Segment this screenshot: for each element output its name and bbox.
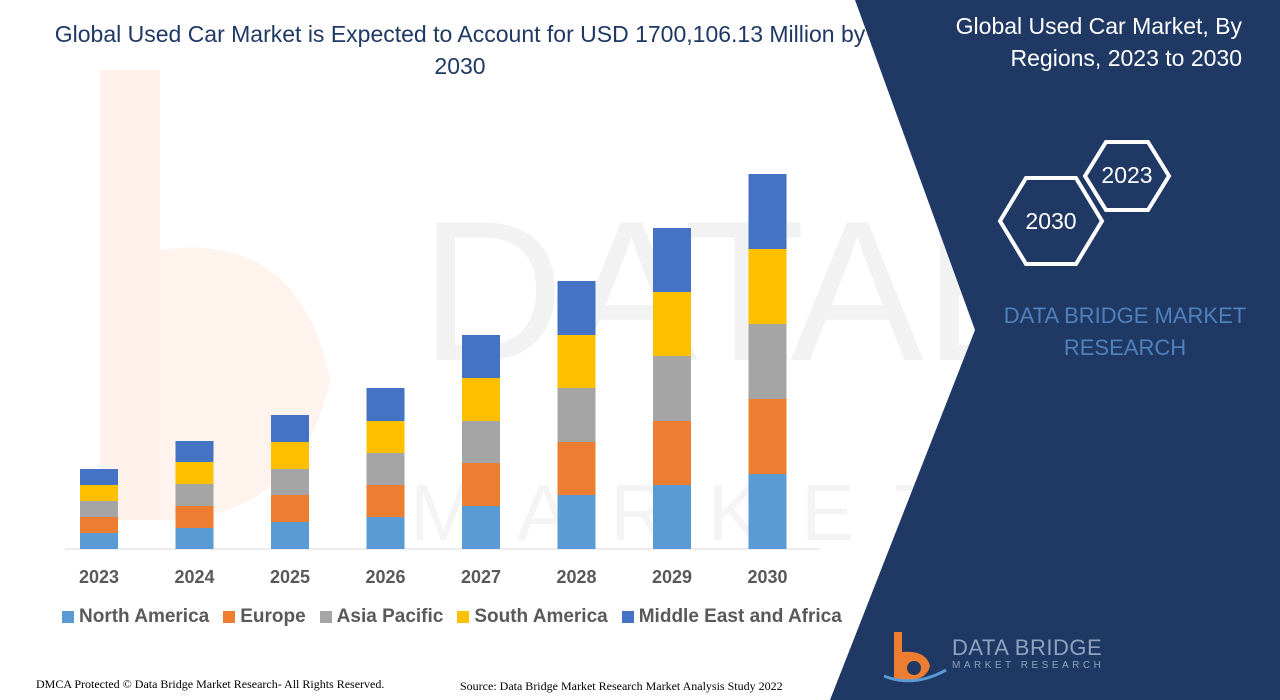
bar-segment [80, 501, 118, 517]
legend-item: Asia Pacific [319, 606, 444, 628]
chart-title: Global Used Car Market is Expected to Ac… [54, 21, 866, 79]
legend-label: North America [79, 606, 210, 627]
hexagon-2030 [997, 176, 1105, 266]
db-logo-icon [883, 632, 947, 683]
bar-segment [462, 421, 500, 463]
bar-segment [653, 485, 691, 549]
hex-year-2030: 2030 [1025, 208, 1077, 234]
bar-segment [271, 495, 309, 522]
bar-segment [653, 356, 691, 421]
bar-segment [366, 388, 405, 421]
legend-label: Europe [240, 606, 306, 627]
legend-item: Middle East and Africa [621, 606, 842, 628]
bar-segment [175, 462, 214, 484]
hex-year-2023: 2023 [1101, 162, 1153, 188]
stacked-bar-chart: 2023 2024 2025 2026 2027 2028 2029 2030 [65, 174, 820, 587]
x-tick-label: 2027 [461, 567, 501, 587]
x-tick-label: 2025 [270, 567, 310, 587]
bar-segment [366, 453, 405, 485]
copyright-notice: DMCA Protected © Data Bridge Market Rese… [36, 677, 385, 691]
bar-segment [653, 292, 691, 356]
legend-swatch [621, 611, 634, 623]
legend-swatch [223, 611, 236, 623]
bar-segment [80, 485, 118, 501]
bar-segment [366, 421, 405, 453]
bar-segment [557, 388, 596, 442]
bar-segment [175, 484, 214, 506]
hexagon-2023 [1082, 140, 1172, 212]
x-tick-label: 2023 [79, 567, 119, 587]
legend-label: Asia Pacific [336, 606, 444, 627]
panel-title: Global Used Car Market, By Regions, 2023… [955, 13, 1242, 71]
bar-segment [175, 528, 214, 549]
bar-segment [557, 281, 596, 335]
legend-label: South America [474, 606, 608, 627]
bar-segment [462, 463, 500, 506]
bar-segment [653, 228, 691, 292]
bar-segment [462, 506, 500, 549]
bar-segment [271, 442, 309, 469]
x-tick-label: 2026 [365, 567, 405, 587]
bar-segment [748, 174, 787, 249]
legend-item: South America [457, 606, 608, 628]
legend-swatch [457, 611, 470, 623]
bar-segment [653, 421, 691, 485]
bar-segment [271, 522, 309, 549]
x-tick-label: 2030 [747, 567, 787, 587]
bar-segment [80, 533, 118, 549]
bar-segment [748, 474, 787, 549]
bar-segment [175, 441, 214, 462]
bar-segment [748, 399, 787, 474]
bar-segment [80, 517, 118, 533]
logo-text: DATA BRIDGE MARKET RESEARCH [952, 635, 1105, 672]
bar-segment [557, 442, 596, 495]
x-tick-label: 2024 [174, 567, 214, 587]
x-tick-label: 2028 [556, 567, 596, 587]
bar-segment [271, 469, 309, 495]
legend-item: Europe [223, 606, 306, 628]
logo-main-text: DATA BRIDGE [952, 635, 1103, 660]
bar-segment [557, 495, 596, 549]
bar-segment [366, 485, 405, 517]
legend-swatch [319, 611, 332, 623]
bar-segment [366, 517, 405, 549]
bar-segment [748, 324, 787, 399]
bar-segment [557, 335, 596, 388]
legend-swatch [62, 611, 74, 623]
bar-segment [175, 506, 214, 528]
chart-legend: North America Europe Asia Pacific South Ame… [62, 606, 842, 628]
bar-segment [462, 378, 500, 421]
x-tick-label: 2029 [652, 567, 692, 587]
bar-segment [80, 469, 118, 485]
source-note: Source: Data Bridge Market Research Mark… [460, 679, 783, 693]
bar-segment [271, 415, 309, 442]
bar-segment [462, 335, 500, 378]
legend-item: North America [62, 606, 209, 628]
logo-sub-text: MARKET RESEARCH [952, 660, 1105, 671]
legend-label: Middle East and Africa [638, 606, 842, 627]
bar-segment [748, 249, 787, 324]
brand-name: DATA BRIDGE MARKET RESEARCH [1003, 303, 1247, 360]
